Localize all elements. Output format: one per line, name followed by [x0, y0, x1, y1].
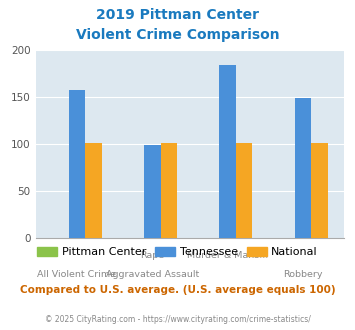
Text: Violent Crime Comparison: Violent Crime Comparison	[76, 28, 279, 42]
Bar	[160, 143, 177, 238]
Bar	[295, 98, 311, 238]
Text: Aggravated Assault: Aggravated Assault	[106, 270, 199, 279]
Text: © 2025 CityRating.com - https://www.cityrating.com/crime-statistics/: © 2025 CityRating.com - https://www.city…	[45, 315, 310, 324]
Text: All Violent Crime: All Violent Crime	[37, 270, 116, 279]
Text: Robbery: Robbery	[283, 270, 323, 279]
Bar	[311, 143, 328, 238]
Bar	[219, 65, 236, 238]
Text: Compared to U.S. average. (U.S. average equals 100): Compared to U.S. average. (U.S. average …	[20, 285, 335, 295]
Bar	[69, 90, 85, 238]
Text: 2019 Pittman Center: 2019 Pittman Center	[96, 8, 259, 22]
Text: Rape: Rape	[140, 251, 164, 260]
Bar	[236, 143, 252, 238]
Legend: Pittman Center, Tennessee, National: Pittman Center, Tennessee, National	[33, 243, 322, 262]
Text: Murder & Mans...: Murder & Mans...	[187, 251, 268, 260]
Bar	[85, 143, 102, 238]
Bar	[144, 146, 160, 238]
